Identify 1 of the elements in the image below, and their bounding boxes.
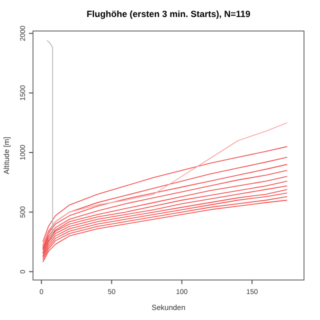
chart-title: Flughöhe (ersten 3 min. Starts), N=119 (86, 9, 250, 19)
